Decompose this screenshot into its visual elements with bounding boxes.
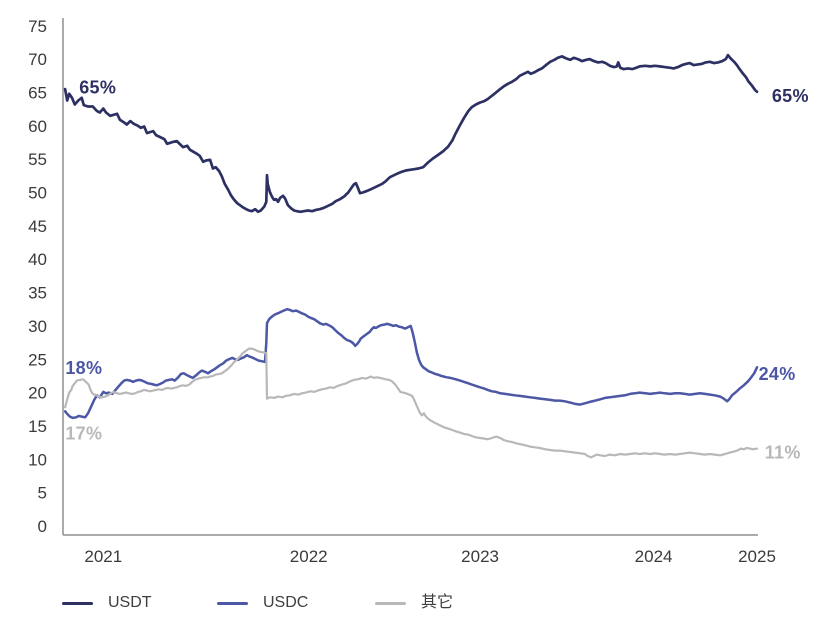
y-tick-label: 20 bbox=[28, 384, 47, 403]
usdc-start-annotation: 18% bbox=[65, 358, 102, 378]
y-axis-tick-labels: 0 5 10 15 20 25 30 35 40 45 50 55 60 65 70 75 bbox=[28, 17, 47, 536]
y-tick-label: 55 bbox=[28, 150, 47, 169]
legend-label-usdt: USDT bbox=[108, 594, 152, 611]
y-tick-label: 35 bbox=[28, 284, 47, 303]
series-lines bbox=[63, 53, 759, 459]
x-tick-label: 2025 bbox=[738, 547, 776, 566]
x-tick-label: 2023 bbox=[461, 547, 499, 566]
legend-item-usdt: USDT bbox=[62, 594, 152, 612]
x-tick-label: 2021 bbox=[84, 547, 122, 566]
y-tick-label: 30 bbox=[28, 317, 47, 336]
x-tick-label: 2024 bbox=[635, 547, 673, 566]
y-tick-label: 25 bbox=[28, 350, 47, 369]
y-tick-label: 65 bbox=[28, 83, 47, 102]
usdt-line-swatch bbox=[62, 601, 93, 605]
value-annotations: 65% 65% 18% 24% 17% 11% bbox=[65, 77, 808, 462]
y-tick-label: 15 bbox=[28, 417, 47, 436]
y-tick-label: 70 bbox=[28, 50, 47, 69]
y-tick-label: 0 bbox=[38, 517, 47, 536]
y-tick-label: 75 bbox=[28, 17, 47, 36]
usdc-line-swatch bbox=[217, 601, 248, 605]
other-end-annotation: 11% bbox=[765, 442, 801, 462]
usdt-end-annotation: 65% bbox=[772, 86, 809, 106]
legend-label-other: 其它 bbox=[421, 594, 454, 611]
legend-item-other: 其它 bbox=[375, 594, 453, 612]
usdt-line bbox=[63, 53, 759, 214]
usdc-end-annotation: 24% bbox=[759, 364, 796, 384]
x-axis-tick-labels: 2021 2022 2023 2024 2025 bbox=[84, 547, 776, 566]
y-tick-label: 5 bbox=[38, 484, 47, 503]
other-line-swatch bbox=[375, 601, 406, 605]
y-tick-label: 50 bbox=[28, 183, 47, 202]
usdt-start-annotation: 65% bbox=[79, 77, 116, 97]
other-line bbox=[63, 347, 759, 459]
y-tick-label: 40 bbox=[28, 250, 47, 269]
usdc-line bbox=[63, 307, 759, 420]
y-tick-label: 10 bbox=[28, 450, 47, 469]
x-tick-label: 2022 bbox=[290, 547, 328, 566]
y-tick-label: 45 bbox=[28, 217, 47, 236]
legend-item-usdc: USDC bbox=[217, 594, 308, 612]
other-start-annotation: 17% bbox=[65, 424, 102, 444]
legend-label-usdc: USDC bbox=[263, 594, 309, 611]
y-tick-label: 60 bbox=[28, 117, 47, 136]
